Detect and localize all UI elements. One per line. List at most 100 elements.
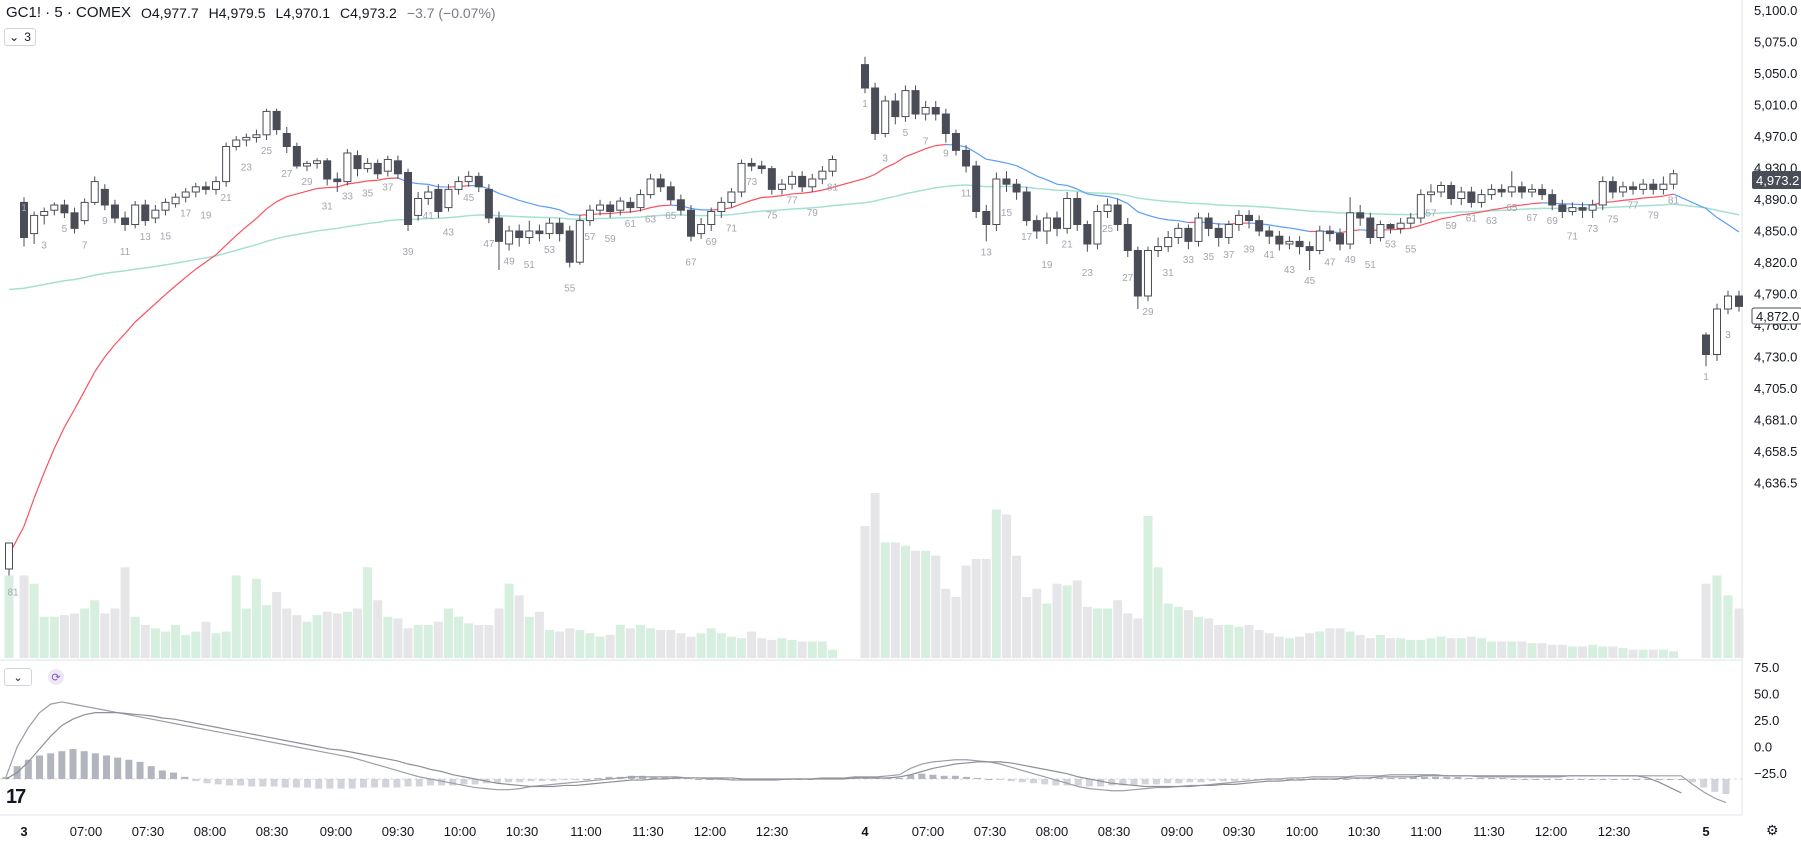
candle-body[interactable] [212, 181, 221, 190]
candle-body[interactable] [585, 209, 594, 222]
candle-body[interactable] [1507, 186, 1516, 193]
candle-body[interactable] [737, 162, 746, 193]
candle-body[interactable] [1204, 217, 1213, 229]
candle-body[interactable] [727, 191, 736, 203]
candle-body[interactable] [1143, 250, 1152, 297]
candle-body[interactable] [525, 230, 534, 238]
candle-body[interactable] [777, 183, 786, 190]
candle-body[interactable] [1123, 224, 1132, 251]
candle-body[interactable] [555, 222, 564, 235]
candle-body[interactable] [656, 178, 665, 188]
candle-body[interactable] [454, 181, 463, 190]
candle-body[interactable] [484, 188, 493, 219]
candle-body[interactable] [676, 199, 685, 211]
candle-body[interactable] [1335, 233, 1344, 245]
candle-body[interactable] [494, 217, 503, 242]
candle-body[interactable] [333, 178, 342, 183]
candle-body[interactable] [565, 230, 574, 263]
candle-body[interactable] [201, 186, 210, 190]
candle-body[interactable] [474, 175, 483, 188]
candle-body[interactable] [171, 196, 180, 205]
candle-body[interactable] [100, 188, 109, 206]
candle-body[interactable] [901, 90, 910, 118]
candle-body[interactable] [646, 178, 655, 196]
candle-body[interactable] [90, 181, 99, 203]
candle-body[interactable] [931, 107, 940, 115]
candle-body[interactable] [1315, 230, 1324, 251]
candle-body[interactable] [881, 100, 890, 134]
candle-body[interactable] [1548, 194, 1557, 206]
candle-body[interactable] [535, 230, 544, 235]
candle-body[interactable] [1416, 194, 1425, 219]
gear-icon[interactable]: ⚙ [1766, 822, 1779, 838]
candle-body[interactable] [1053, 217, 1062, 229]
candle-body[interactable] [1649, 183, 1658, 190]
candle-body[interactable] [1265, 230, 1274, 237]
candle-body[interactable] [941, 113, 950, 134]
candle-body[interactable] [414, 198, 423, 216]
candle-body[interactable] [191, 186, 200, 193]
candle-body[interactable] [1527, 188, 1536, 193]
candle-body[interactable] [242, 136, 251, 141]
candle-body[interactable] [1113, 204, 1122, 225]
candle-body[interactable] [1012, 183, 1021, 193]
candle-body[interactable] [505, 230, 514, 245]
candle-body[interactable] [1063, 198, 1072, 229]
tradingview-logo-icon[interactable]: 17 [6, 786, 26, 809]
candle-body[interactable] [1234, 214, 1243, 225]
candle-body[interactable] [161, 201, 170, 211]
candle-body[interactable] [424, 191, 433, 199]
candle-body[interactable] [962, 149, 971, 167]
candle-body[interactable] [1224, 224, 1233, 238]
candle-body[interactable] [222, 146, 231, 183]
candle-body[interactable] [606, 204, 615, 212]
candle-body[interactable] [1103, 204, 1112, 212]
candle-body[interactable] [515, 230, 524, 238]
candle-body[interactable] [767, 168, 776, 190]
candle-body[interactable] [686, 209, 695, 237]
candle-body[interactable] [1255, 220, 1264, 232]
candle-body[interactable] [992, 178, 1001, 225]
candle-body[interactable] [343, 152, 352, 183]
candle-body[interactable] [70, 212, 79, 229]
candle-body[interactable] [747, 162, 756, 167]
sync-icon[interactable]: ⟳ [48, 669, 64, 685]
candle-body[interactable] [1184, 227, 1193, 242]
candle-body[interactable] [1639, 183, 1648, 190]
candle-body[interactable] [1497, 188, 1506, 193]
candle-body[interactable] [1022, 191, 1031, 222]
candle-body[interactable] [302, 162, 311, 167]
candle-body[interactable] [20, 201, 28, 238]
candle-body[interactable] [313, 160, 322, 164]
candle-body[interactable] [1275, 235, 1284, 245]
candle-body[interactable] [232, 139, 241, 147]
candle-body[interactable] [1713, 308, 1721, 355]
candle-body[interactable] [383, 159, 392, 172]
candle-body[interactable] [464, 175, 473, 183]
candle-body[interactable] [363, 162, 372, 170]
candle-body[interactable] [1426, 191, 1435, 196]
candle-body[interactable] [818, 170, 827, 180]
candle-body[interactable] [1735, 295, 1743, 307]
candle-body[interactable] [1154, 246, 1163, 252]
candle-body[interactable] [1285, 240, 1294, 245]
candle-body[interactable] [1457, 191, 1466, 199]
candle-body[interactable] [50, 204, 59, 211]
candle-body[interactable] [1724, 295, 1732, 310]
candle-body[interactable] [404, 172, 413, 225]
candle-body[interactable] [5, 542, 13, 570]
candle-body[interactable] [697, 224, 706, 235]
candle-body[interactable] [80, 201, 89, 222]
candle-body[interactable] [575, 220, 584, 263]
candle-body[interactable] [1305, 246, 1314, 252]
candle-body[interactable] [1396, 222, 1405, 229]
candle-body[interactable] [1568, 207, 1577, 213]
candle-body[interactable] [1437, 185, 1446, 193]
indicators-toggle-button[interactable]: ⌄ 3 [4, 28, 36, 46]
candle-body[interactable] [323, 160, 332, 180]
candle-body[interactable] [282, 133, 291, 147]
candle-body[interactable] [1588, 204, 1597, 211]
candle-body[interactable] [1093, 211, 1102, 245]
candle-body[interactable] [1558, 204, 1567, 212]
